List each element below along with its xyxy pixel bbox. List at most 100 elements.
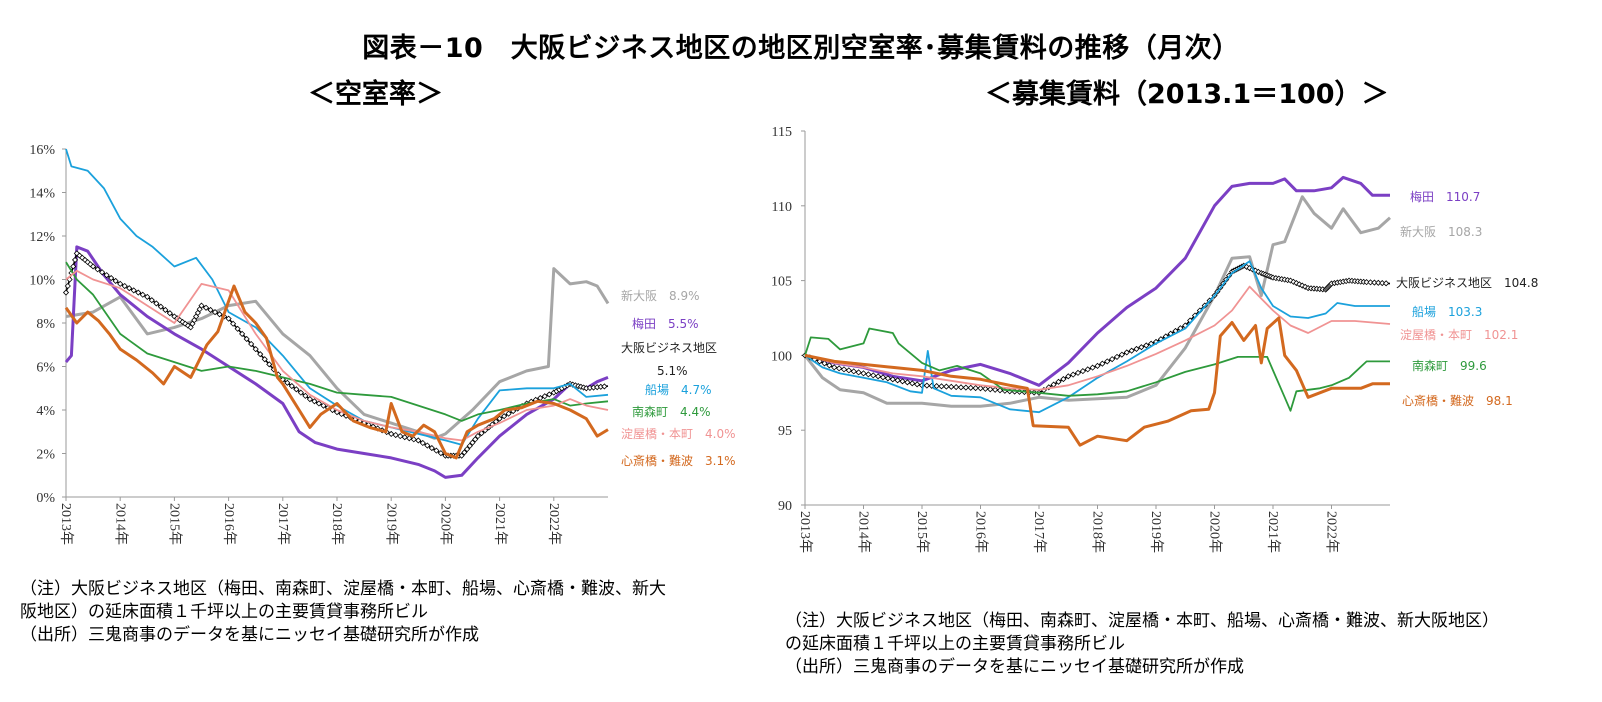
rent-avg-marker xyxy=(1123,349,1130,356)
vacancy-avg-marker xyxy=(461,449,468,456)
vacancy-ytick-label: 6% xyxy=(36,361,55,376)
vacancy-avg-marker xyxy=(601,383,608,390)
rent-avg-marker xyxy=(992,386,999,393)
rent-ytick-label: 90 xyxy=(778,499,792,514)
rent-ytick-label: 95 xyxy=(778,424,792,439)
rent-avg-marker xyxy=(996,387,1004,394)
vacancy-avg-marker xyxy=(112,277,119,285)
vacancy-xtick-label: 2016年 xyxy=(221,503,237,545)
rent-avg-marker xyxy=(1243,263,1250,270)
vacancy-avg-marker xyxy=(472,436,479,443)
vacancy-avg-marker xyxy=(157,303,164,310)
rent-avg-marker xyxy=(1371,279,1378,286)
vacancy-avg-marker xyxy=(288,383,295,390)
vacancy-series-line xyxy=(65,267,610,440)
rent-avg-marker xyxy=(967,384,974,391)
vacancy-avg-marker xyxy=(202,304,210,311)
vacancy-avg-marker xyxy=(94,266,101,273)
rent-avg-marker xyxy=(1367,279,1374,286)
rent-series-line xyxy=(804,316,1390,447)
vacancy-series-label: 心斎橋・難波 3.1% xyxy=(621,453,736,468)
rent-series-line xyxy=(804,260,1390,414)
vacancy-avg-marker xyxy=(397,433,404,440)
rent-avg-marker xyxy=(1255,268,1262,275)
rent-xtick-label: 2020年 xyxy=(1207,511,1223,553)
vacancy-avg-marker xyxy=(162,306,169,314)
rent-series-line xyxy=(804,175,1390,387)
rent-avg-marker xyxy=(850,368,857,375)
vacancy-series-label: 南森町 4.4% xyxy=(632,404,711,419)
vacancy-avg-marker xyxy=(179,318,186,325)
vacancy-avg-marker xyxy=(419,439,426,447)
vacancy-ytick-label: 2% xyxy=(36,448,55,463)
rent-avg-marker xyxy=(884,375,891,382)
rent-avg-marker xyxy=(957,384,965,391)
rent-avg-marker xyxy=(1363,279,1370,286)
vacancy-avg-marker xyxy=(207,306,214,314)
vacancy-avg-marker xyxy=(469,439,476,446)
vacancy-avg-marker xyxy=(234,325,241,332)
rent-avg-marker xyxy=(1138,344,1145,351)
vacancy-avg-marker xyxy=(130,287,137,294)
vacancy-ytick-label: 14% xyxy=(29,187,55,202)
vacancy-avg-marker xyxy=(320,402,327,409)
vacancy-avg-marker xyxy=(62,289,70,296)
rent-series-label: 淀屋橋・本町 102.1 xyxy=(1400,328,1518,342)
rent-avg-marker xyxy=(826,362,833,369)
rent-xtick-label: 2018年 xyxy=(1090,511,1106,553)
rent-avg-marker xyxy=(962,384,969,391)
rent-avg-marker xyxy=(1094,362,1101,369)
vacancy-xtick-label: 2013年 xyxy=(58,503,74,545)
rent-avg-marker xyxy=(870,372,877,379)
vacancy-avg-marker xyxy=(252,346,259,353)
vacancy-avg-marker xyxy=(466,442,473,449)
vacancy-avg-marker xyxy=(243,335,250,343)
rent-series-label: 心斎橋・難波 98.1 xyxy=(1402,393,1513,408)
vacancy-avg-marker xyxy=(293,386,300,393)
rent-avg-marker xyxy=(1084,366,1091,373)
vacancy-xtick-label: 2015年 xyxy=(167,503,183,545)
rent-avg-marker xyxy=(899,378,906,385)
vacancy-avg-marker xyxy=(108,274,115,282)
rent-avg-marker xyxy=(1055,378,1062,385)
rent-avg-marker xyxy=(1133,345,1140,352)
vacancy-avg-marker xyxy=(103,272,110,279)
figure-title: 図表－10 大阪ビジネス地区の地区別空室率･募集賃料の推移（月次） xyxy=(362,33,1240,64)
vacancy-avg-marker xyxy=(424,442,431,449)
note-left-line-2: 阪地区）の延床面積１千坪以上の主要賃貸事務所ビル xyxy=(20,602,428,622)
vacancy-avg-marker xyxy=(153,300,160,307)
rent-xtick-label: 2014年 xyxy=(856,511,872,553)
rent-ytick-label: 115 xyxy=(772,125,792,140)
rent-series-line xyxy=(803,195,1391,408)
vacancy-avg-marker xyxy=(225,315,232,322)
vacancy-avg-marker xyxy=(257,351,264,358)
vacancy-ytick-label: 0% xyxy=(36,491,55,506)
rent-avg-marker xyxy=(977,385,984,392)
rent-avg-marker xyxy=(938,383,945,390)
vacancy-ytick-label: 16% xyxy=(29,143,55,158)
vacancy-avg-marker xyxy=(415,437,422,444)
vacancy-avg-marker xyxy=(458,452,465,459)
vacancy-avg-marker xyxy=(144,293,151,300)
rent-avg-marker xyxy=(923,382,930,389)
vacancy-series-line xyxy=(65,261,609,422)
rent-series-line xyxy=(804,327,1390,412)
vacancy-avg-marker xyxy=(297,389,304,396)
vacancy-series-line xyxy=(64,284,609,460)
vacancy-avg-marker xyxy=(501,413,508,420)
vacancy-avg-marker xyxy=(388,430,395,437)
vacancy-avg-marker xyxy=(428,444,435,452)
rent-avg-marker xyxy=(1089,364,1096,371)
vacancy-avg-marker xyxy=(315,400,322,407)
vacancy-series-line xyxy=(65,252,609,457)
rent-xtick-label: 2022年 xyxy=(1324,511,1340,553)
rent-avg-marker xyxy=(982,385,989,392)
vacancy-xtick-label: 2020年 xyxy=(438,503,454,545)
vacancy-avg-marker xyxy=(135,289,142,296)
rent-xtick-label: 2013年 xyxy=(797,511,813,553)
rent-avg-marker xyxy=(1109,356,1116,363)
rent-avg-marker xyxy=(1104,358,1111,365)
vacancy-avg-marker xyxy=(70,263,77,270)
vacancy-avg-marker xyxy=(139,291,146,298)
